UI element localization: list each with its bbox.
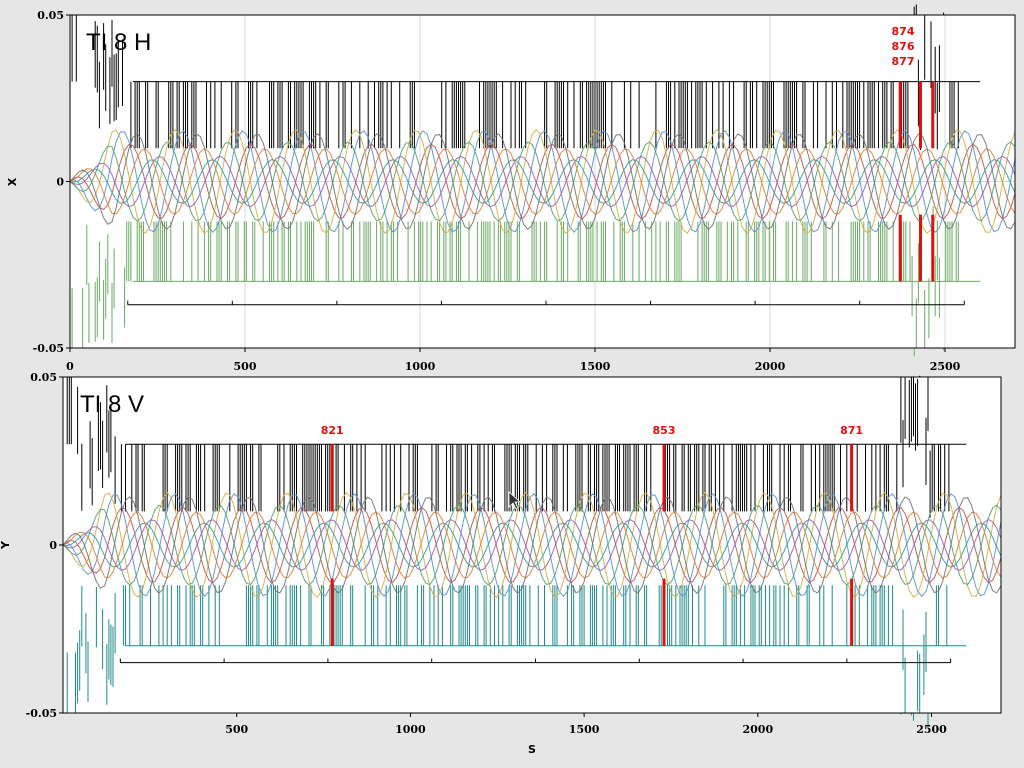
y-tick-label: 0: [49, 539, 57, 552]
annotation-label: 874: [892, 25, 915, 38]
series-h: [69, 4, 1016, 357]
x-tick-label: 2500: [930, 360, 961, 373]
trajectory-3: [69, 141, 1016, 222]
annotation-label: 871: [840, 424, 863, 437]
trajectory-3: [62, 504, 1002, 586]
trajectory-0: [69, 143, 1016, 220]
annotation-label: 853: [653, 424, 676, 437]
trajectory-5: [69, 159, 1016, 205]
annotation-label: 877: [892, 55, 915, 68]
y-tick-label: 0: [56, 176, 64, 189]
x-tick-label: 2500: [916, 723, 947, 736]
x-tick-label: 500: [225, 723, 248, 736]
panel-title-v: TI 8 V: [80, 391, 144, 418]
ticks-v: 500 1000 1500 2000 2500 -0.05 0 0.05: [26, 371, 948, 736]
x-tick-label: 1500: [569, 723, 600, 736]
y-axis-label-h: X: [6, 177, 19, 186]
panel-title-h: TI 8 H: [86, 29, 151, 56]
y-tick-label: -0.05: [26, 707, 57, 720]
trajectory-4: [62, 519, 1002, 571]
annotations-h: 874 876 877: [892, 25, 915, 68]
y-axis-label-v: Y: [0, 540, 12, 550]
trajectory-6: [62, 511, 1002, 579]
trajectory-1: [69, 130, 1016, 233]
y-tick-label: 0.05: [37, 9, 64, 22]
x-tick-label: 2000: [755, 360, 786, 373]
trajectory-2: [62, 491, 1002, 598]
x-tick-label: 1500: [580, 360, 611, 373]
mouse-cursor-icon: [508, 491, 522, 510]
trajectory-4: [69, 155, 1016, 208]
x-tick-label: 0: [66, 360, 74, 373]
x-tick-label: 1000: [395, 723, 426, 736]
x-axis-label-v: S: [528, 743, 536, 756]
annotations-v: 821 853 871: [321, 424, 863, 437]
x-tick-label: 1000: [405, 360, 436, 373]
annotation-label: 876: [892, 40, 915, 53]
x-tick-label: 2000: [743, 723, 774, 736]
trajectory-0: [62, 506, 1002, 584]
trajectory-6: [69, 148, 1016, 215]
annotation-label: 821: [321, 424, 344, 437]
panel-horizontal: TI 8 H X 0 500 1000 1500 2000 2500-0.0500.05 …: [6, 4, 1016, 373]
panel-vertical: TI 8 V Y S 500 1000 1500 2000 2500 -0.05 0 0.05…: [0, 371, 1002, 756]
y-tick-label: -0.05: [33, 342, 64, 355]
trajectory-7: [62, 496, 1002, 594]
trajectory-5: [62, 522, 1002, 568]
x-tick-label: 500: [234, 360, 257, 373]
trajectory-7: [69, 133, 1016, 231]
series-v: [62, 375, 1002, 727]
trajectory-1: [62, 493, 1002, 597]
y-tick-label: 0.05: [30, 371, 57, 384]
trajectory-2: [69, 128, 1016, 234]
